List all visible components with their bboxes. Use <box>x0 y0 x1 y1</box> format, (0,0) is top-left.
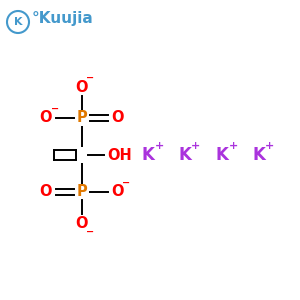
Text: −: − <box>122 178 130 188</box>
Text: O: O <box>40 110 52 125</box>
Text: O: O <box>40 184 52 200</box>
Text: K: K <box>14 17 22 27</box>
Text: −: − <box>86 227 94 237</box>
Text: K: K <box>178 146 191 164</box>
Text: O: O <box>112 184 124 200</box>
Text: OH: OH <box>108 148 132 163</box>
Text: P: P <box>76 110 87 125</box>
Text: +: + <box>154 141 164 151</box>
Text: O: O <box>76 215 88 230</box>
Text: K: K <box>216 146 228 164</box>
Text: O: O <box>76 80 88 94</box>
Text: K: K <box>142 146 154 164</box>
Text: K: K <box>253 146 266 164</box>
Text: O: O <box>112 110 124 125</box>
Text: +: + <box>191 141 201 151</box>
Text: +: + <box>228 141 238 151</box>
Text: P: P <box>76 184 87 200</box>
Text: −: − <box>51 104 59 114</box>
Text: +: + <box>266 141 274 151</box>
Text: °Kuujia: °Kuujia <box>32 11 94 26</box>
Text: −: − <box>86 73 94 83</box>
